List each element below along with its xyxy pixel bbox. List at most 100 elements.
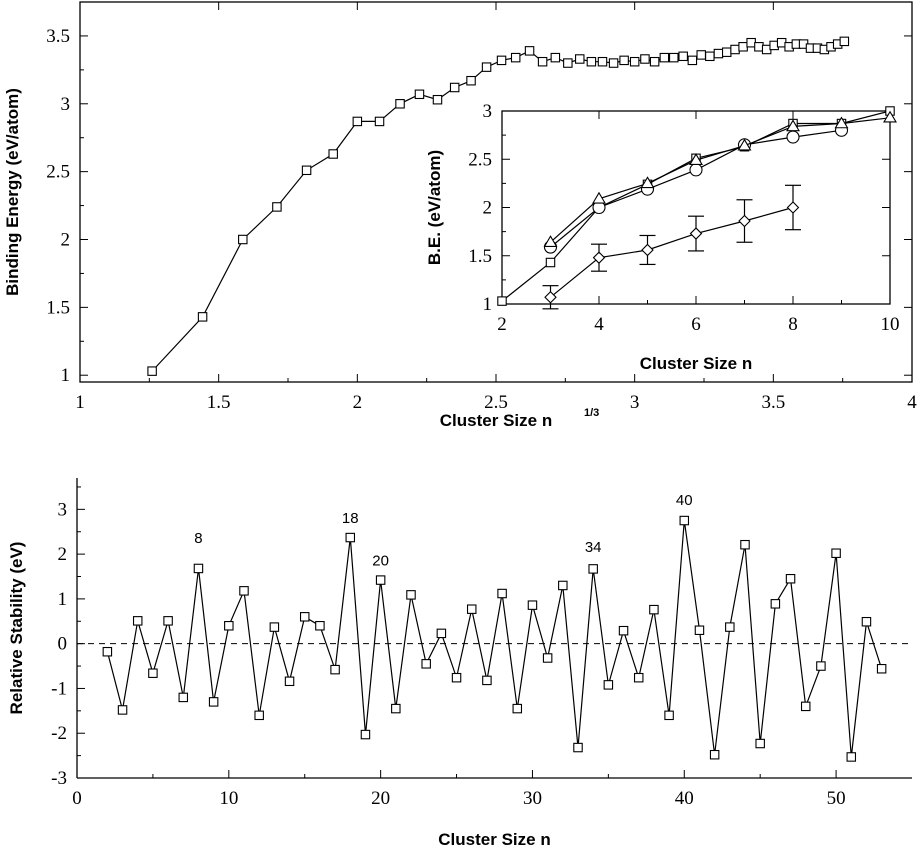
inset-point bbox=[497, 296, 507, 306]
stability-point bbox=[573, 742, 583, 753]
inset-series-line bbox=[550, 206, 794, 298]
inset-x-axis-label: Cluster Size n bbox=[640, 354, 752, 373]
binding-point bbox=[640, 54, 650, 64]
binding-point bbox=[563, 58, 573, 68]
binding-point bbox=[238, 234, 248, 245]
stability-point bbox=[315, 621, 325, 631]
stability-xtick-label: 10 bbox=[219, 788, 238, 809]
inset-point bbox=[641, 243, 654, 257]
stability-point bbox=[345, 532, 356, 543]
inset-series-triangle bbox=[543, 110, 897, 247]
binding-ytick-label: 3.5 bbox=[46, 26, 70, 47]
stability-xtick-label: 30 bbox=[523, 788, 542, 809]
binding-ytick-label: 2.5 bbox=[46, 162, 70, 183]
stability-point bbox=[102, 646, 113, 657]
binding-xtick-label: 1.5 bbox=[207, 392, 231, 413]
stability-point bbox=[755, 738, 765, 749]
binding-point bbox=[713, 48, 724, 59]
stability-point bbox=[299, 612, 310, 622]
inset-y-axis-label: B.E. (eV/atom) bbox=[425, 150, 444, 265]
binding-ytick-label: 1 bbox=[61, 365, 71, 386]
binding-point bbox=[586, 56, 597, 67]
stability-point bbox=[709, 749, 720, 760]
stability-ytick-label: 0 bbox=[58, 634, 68, 655]
inset-series-diamond bbox=[542, 184, 801, 310]
stability-chart: 0 10 20 30 40 50 -3 -2 -1 0 1 2 3 Cluster Size n Relat… bbox=[7, 478, 912, 849]
binding-point bbox=[197, 312, 208, 322]
inset-xtick-label: 2 bbox=[497, 314, 507, 335]
binding-series-square bbox=[147, 36, 850, 376]
binding-point bbox=[550, 52, 561, 63]
stability-point bbox=[527, 600, 538, 610]
inset-ytick-label: 2.5 bbox=[468, 149, 492, 170]
binding-point bbox=[721, 47, 732, 57]
binding-point bbox=[395, 99, 405, 109]
binding-point bbox=[730, 44, 740, 55]
binding-point bbox=[608, 58, 619, 68]
inset-point bbox=[592, 251, 606, 264]
stability-ytick-label: -2 bbox=[51, 723, 67, 744]
binding-point bbox=[839, 36, 850, 47]
stability-point bbox=[254, 710, 264, 721]
binding-point bbox=[524, 46, 535, 56]
binding-point bbox=[481, 62, 492, 72]
binding-xtick-label: 2.5 bbox=[484, 392, 508, 413]
stability-point bbox=[436, 628, 447, 639]
stability-annotation: 34 bbox=[585, 539, 602, 556]
stability-point bbox=[603, 680, 614, 690]
inset-ytick-label: 2 bbox=[483, 198, 493, 219]
stability-point bbox=[193, 563, 204, 574]
inset-point bbox=[786, 119, 800, 132]
stability-xtick-label: 40 bbox=[675, 788, 694, 809]
inset-series-line bbox=[550, 117, 891, 243]
stability-point bbox=[163, 616, 173, 626]
stability-point bbox=[861, 616, 872, 627]
stability-point bbox=[132, 616, 143, 626]
stability-annotation: 8 bbox=[194, 530, 202, 547]
binding-x-axis-label-superscript: 1/3 bbox=[584, 407, 599, 419]
binding-point bbox=[738, 42, 748, 52]
stability-point bbox=[421, 659, 431, 669]
binding-point bbox=[537, 56, 548, 67]
stability-point bbox=[148, 668, 158, 678]
inset-xtick-label: 10 bbox=[881, 314, 900, 335]
binding-point bbox=[147, 366, 157, 376]
stability-xtick-label: 50 bbox=[827, 788, 846, 809]
binding-point bbox=[696, 50, 706, 60]
binding-xtick-label: 3.5 bbox=[761, 392, 785, 413]
inset-xtick-label: 6 bbox=[691, 314, 701, 335]
binding-chart: 1 1.5 2 2.5 3 3.5 4 1 1.5 2 2.5 3 3.5 Cluster Size n 1… bbox=[3, 1, 917, 430]
inset-point bbox=[883, 110, 897, 123]
binding-point bbox=[414, 89, 425, 100]
stability-point bbox=[816, 661, 826, 671]
inset-point bbox=[786, 201, 800, 214]
stability-point bbox=[846, 752, 857, 762]
inset-ytick-label: 3 bbox=[483, 101, 493, 122]
stability-point bbox=[239, 586, 249, 596]
stability-point bbox=[558, 580, 568, 591]
binding-point bbox=[649, 56, 660, 67]
binding-point bbox=[352, 116, 363, 127]
binding-point bbox=[597, 56, 608, 67]
inset-ytick-label: 1.5 bbox=[468, 246, 492, 267]
inset-point bbox=[640, 176, 655, 189]
binding-point bbox=[301, 165, 312, 176]
binding-xtick-label: 4 bbox=[907, 392, 917, 413]
binding-xtick-label: 2 bbox=[353, 392, 363, 413]
stability-point bbox=[178, 692, 189, 703]
stability-point bbox=[785, 573, 796, 584]
binding-point bbox=[496, 55, 507, 66]
stability-point bbox=[406, 590, 416, 600]
binding-x-axis-label: Cluster Size n bbox=[440, 411, 552, 430]
stability-point bbox=[588, 564, 598, 574]
stability-point bbox=[740, 539, 750, 550]
binding-point bbox=[432, 94, 443, 105]
binding-y-axis-label: Binding Energy (eV/atom) bbox=[3, 88, 22, 296]
stability-x-axis-label: Cluster Size n bbox=[438, 830, 550, 849]
binding-point bbox=[746, 37, 756, 48]
inset-point bbox=[545, 257, 556, 268]
stability-point bbox=[633, 672, 644, 683]
inset-ytick-label: 1 bbox=[483, 294, 493, 315]
inset-point bbox=[543, 235, 558, 247]
